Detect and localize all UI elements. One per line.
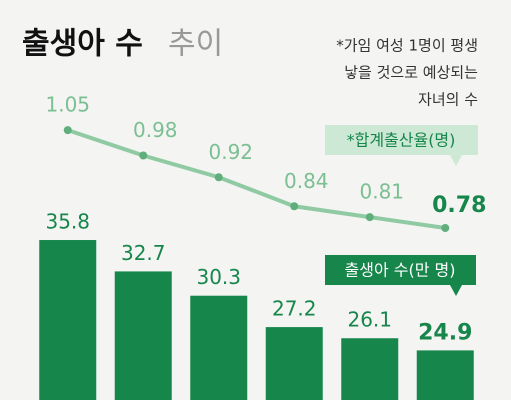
bar-value-label: 30.3 [196,265,241,289]
line-value-label: 0.98 [133,118,178,142]
legend-pill [325,255,476,296]
line-value-label: 0.84 [284,169,329,193]
line-point [441,224,450,232]
line-point [290,202,299,211]
legend-bar: 출생아 수(만 명) [325,255,476,296]
bar-value-label: 26.1 [347,308,392,332]
line-value-label: 0.92 [208,140,253,164]
note-line: 자녀의 수 [418,91,478,109]
legend-line: *합계출산율(명) [325,125,478,166]
line-value-label: 1.05 [45,93,90,117]
line-point [139,151,148,160]
bar [114,271,172,400]
note-line: *가임 여성 1명이 평생 [336,37,478,55]
line-value-label: 0.81 [359,180,404,204]
bar [190,295,248,400]
line [67,128,446,230]
bar-value-label: 35.8 [45,210,90,234]
bar-value-label: 32.7 [121,241,166,265]
legend-label: *합계출산율(명) [347,131,456,150]
bar-value-label: 27.2 [272,297,317,321]
line-point [365,213,374,222]
bar [341,338,399,400]
chart-title-light: 추이 [168,27,223,62]
legend-label: 출생아 수(만 명) [345,261,456,280]
legend-pill [325,125,478,166]
line-point [63,126,72,135]
chart-title: 출생아 수 [22,27,143,62]
bar [39,240,97,400]
line-value-label: 0.78 [432,193,486,218]
bar [416,350,474,400]
note-line: 낳을 것으로 예상되는 [344,64,478,82]
line-point [214,173,223,182]
bar-value-label: 24.9 [418,320,472,345]
bar [265,327,323,400]
